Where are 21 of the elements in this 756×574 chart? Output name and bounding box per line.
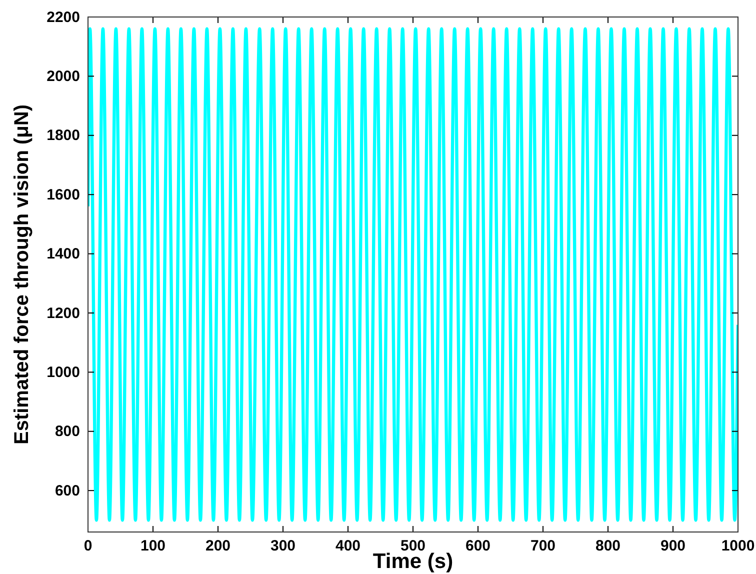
line-series [88,27,738,522]
y-tick-label: 2200 [46,8,80,26]
x-tick-label: 0 [84,538,92,555]
x-tick-label: 1000 [721,538,755,555]
y-tick-label: 1000 [46,364,80,381]
y-tick-label: 1600 [46,186,80,204]
y-tick-label: 1800 [46,127,80,144]
x-tick-label: 300 [270,538,296,555]
x-tick-label: 600 [465,538,491,555]
y-tick-label: 600 [54,482,80,500]
x-tick-label: 700 [530,538,556,555]
y-tick-label: 1200 [46,304,80,322]
x-tick-label: 900 [660,538,686,555]
y-tick-label: 800 [54,423,80,440]
y-axis-title: Estimated force through vision (μN) [11,104,33,445]
x-tick-label: 200 [205,538,231,555]
y-tick-label: 2000 [46,68,80,85]
x-tick-label: 800 [595,538,621,555]
y-tick-label: 1400 [46,246,80,263]
x-tick-label: 100 [140,538,166,555]
x-tick-label: 400 [335,538,361,555]
